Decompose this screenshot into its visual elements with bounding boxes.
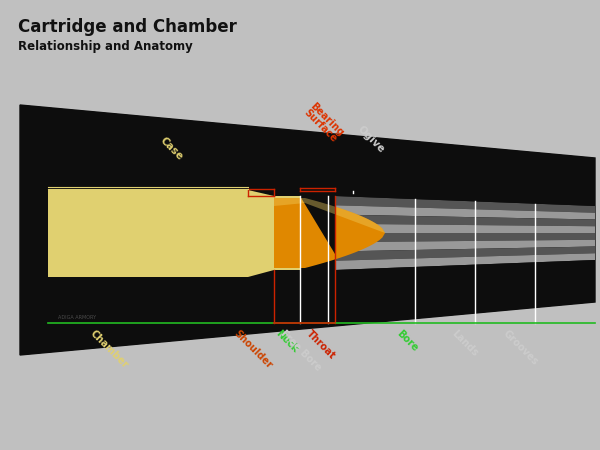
- Polygon shape: [335, 260, 595, 326]
- Polygon shape: [48, 108, 248, 190]
- Polygon shape: [335, 196, 595, 213]
- Text: Case: Case: [158, 135, 185, 162]
- Polygon shape: [335, 134, 595, 206]
- Text: Lands: Lands: [450, 328, 480, 358]
- Text: Bearing
Surface: Bearing Surface: [302, 101, 346, 145]
- Polygon shape: [335, 224, 595, 233]
- Polygon shape: [20, 105, 48, 355]
- Text: Cartridge and Chamber: Cartridge and Chamber: [18, 18, 237, 36]
- Text: Free Bore: Free Bore: [278, 328, 323, 373]
- Polygon shape: [48, 190, 300, 277]
- Polygon shape: [48, 277, 248, 352]
- Polygon shape: [335, 215, 595, 226]
- Polygon shape: [335, 240, 595, 252]
- Text: Shoulder: Shoulder: [232, 328, 274, 370]
- Text: Neck: Neck: [274, 328, 300, 354]
- Text: ADIGA ARMORY: ADIGA ARMORY: [58, 315, 96, 320]
- Text: Chamber: Chamber: [88, 328, 130, 370]
- Polygon shape: [335, 247, 595, 261]
- Polygon shape: [335, 233, 595, 242]
- Polygon shape: [274, 198, 385, 233]
- Polygon shape: [300, 196, 335, 254]
- Text: Ogive: Ogive: [355, 124, 386, 155]
- Polygon shape: [20, 105, 595, 355]
- Polygon shape: [335, 253, 595, 270]
- Text: Throat: Throat: [304, 328, 337, 361]
- Text: Bore: Bore: [395, 328, 420, 353]
- Polygon shape: [335, 205, 595, 220]
- Text: Grooves: Grooves: [501, 328, 540, 367]
- Text: Relationship and Anatomy: Relationship and Anatomy: [18, 40, 193, 53]
- Polygon shape: [274, 198, 385, 268]
